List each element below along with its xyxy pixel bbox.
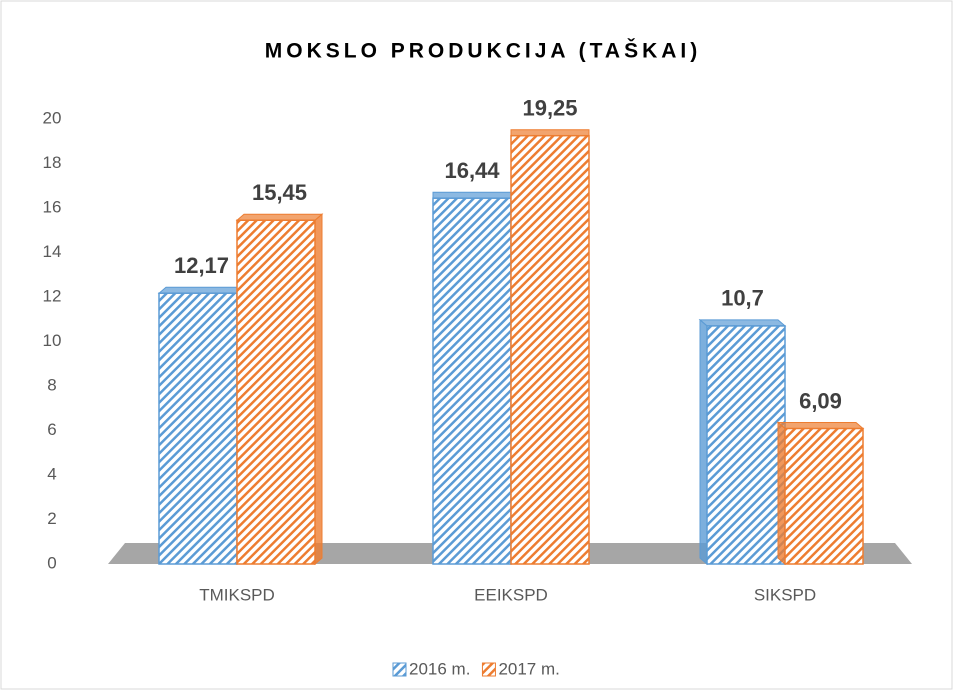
y-tick-label: 18 — [43, 153, 62, 172]
legend-swatch — [392, 662, 407, 677]
bar — [784, 427, 864, 565]
bar-top — [698, 319, 787, 327]
bar — [510, 134, 590, 565]
y-tick-label: 20 — [43, 108, 62, 127]
bar — [706, 325, 786, 565]
y-tick-label: 16 — [43, 197, 62, 216]
bar-top — [776, 421, 865, 429]
y-tick-label: 8 — [47, 375, 56, 394]
data-label: 10,7 — [721, 286, 764, 311]
data-label: 15,45 — [252, 180, 307, 205]
bar-side — [314, 213, 323, 566]
x-tick-label: SIKSPD — [754, 585, 816, 604]
chart-title: MOKSLO PRODUKCIJA (TAŠKAI) — [265, 39, 702, 63]
y-tick-label: 6 — [47, 420, 56, 439]
data-label: 12,17 — [174, 253, 229, 278]
data-label: 6,09 — [799, 388, 842, 413]
bar — [158, 292, 238, 565]
y-tick-label: 12 — [43, 286, 62, 305]
data-label: 19,25 — [522, 96, 577, 121]
y-tick-label: 10 — [43, 331, 62, 350]
legend-swatch — [481, 662, 496, 677]
x-tick-label: EEIKSPD — [474, 585, 548, 604]
x-tick-label: TMIKSPD — [199, 585, 275, 604]
data-label: 16,44 — [444, 158, 500, 183]
bar — [236, 219, 316, 565]
bar — [432, 197, 512, 565]
bar-side — [699, 318, 708, 566]
bar-top — [157, 286, 246, 294]
legend-label: 2017 m. — [498, 659, 559, 678]
bar-side — [777, 421, 786, 566]
bar-top — [235, 213, 324, 221]
y-tick-label: 14 — [43, 242, 62, 261]
bar-top — [432, 191, 512, 199]
bar-top — [510, 129, 590, 137]
y-tick-label: 4 — [47, 464, 56, 483]
legend-label: 2016 m. — [409, 659, 470, 678]
y-tick-label: 2 — [47, 509, 56, 528]
y-tick-label: 0 — [47, 553, 56, 572]
